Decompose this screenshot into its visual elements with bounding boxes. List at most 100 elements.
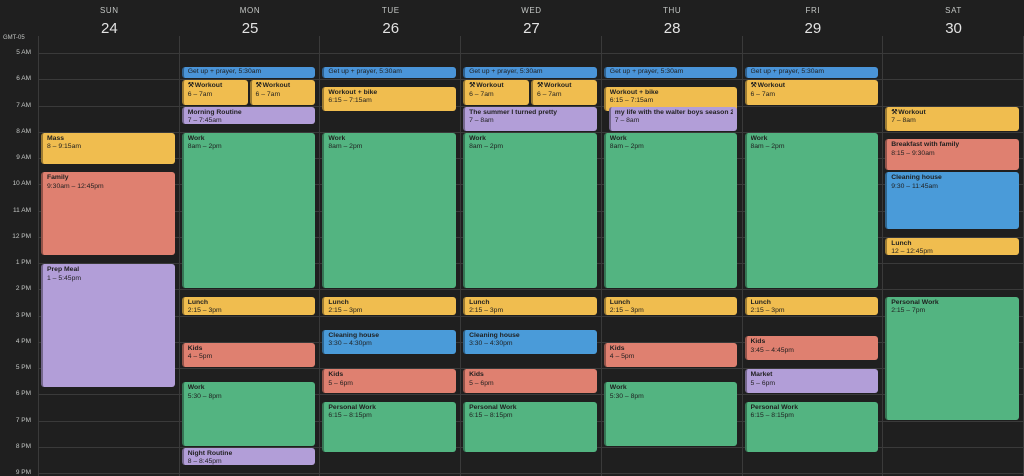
event-time: 8am – 2pm <box>469 143 504 151</box>
event-market[interactable]: Market 5 – 6pm <box>744 369 879 394</box>
hour-gridline <box>38 131 1024 133</box>
day-date[interactable]: 29 <box>804 20 822 37</box>
hour-label: 4 PM <box>15 337 31 345</box>
day-header-sun[interactable]: SUN 24 <box>39 0 180 44</box>
event-kids[interactable]: Kids 5 – 6pm <box>322 369 457 394</box>
event-title-text: Workout <box>194 82 223 90</box>
day-date[interactable]: 24 <box>101 20 118 37</box>
day-name: WED <box>521 6 542 15</box>
event-title: Kids <box>328 371 452 380</box>
event-the-summer-i-turned-pretty[interactable]: The summer I turned pretty 7 – 8am <box>463 106 597 131</box>
event-title: Market <box>751 371 875 380</box>
event-time: 6:15 – 8:15pm <box>328 412 372 420</box>
day-name: TUE <box>381 6 400 15</box>
event-work[interactable]: Work 5:30 – 8pm <box>603 382 738 446</box>
event-work[interactable]: Work 8am – 2pm <box>603 132 738 289</box>
event-title: Lunch <box>891 240 1015 249</box>
event-work[interactable]: Work 8am – 2pm <box>322 132 457 289</box>
event-personal-work[interactable]: Personal Work 6:15 – 8:15pm <box>463 401 597 453</box>
event-time: 8am – 2pm <box>187 143 222 151</box>
event-get-up-prayer[interactable]: Get up + prayer, 5:30am <box>603 67 738 79</box>
event-cleaning-house[interactable]: Cleaning house 3:30 – 4:30pm <box>463 329 597 354</box>
event-get-up-prayer[interactable]: Get up + prayer, 5:30am <box>181 67 316 79</box>
event-title: Lunch <box>610 299 734 308</box>
day-header-mon[interactable]: MON 25 <box>180 0 321 44</box>
event-title-text: Personal Work <box>328 403 376 411</box>
day-column-divider <box>178 36 180 476</box>
event-title-text: The summer I turned pretty <box>469 108 558 116</box>
day-date[interactable]: 27 <box>523 20 540 37</box>
event-lunch[interactable]: Lunch 12 – 12:45pm <box>885 237 1019 256</box>
event-time: 8 – 8:45pm <box>187 458 222 466</box>
event-workout[interactable]: ⚒Workout 6 – 7am <box>249 80 316 105</box>
event-work[interactable]: Work 5:30 – 8pm <box>181 382 316 446</box>
day-header-sat[interactable]: SAT 30 <box>883 0 1024 44</box>
event-breakfast-with-family[interactable]: Breakfast with family 8:15 – 9:30am <box>885 139 1019 171</box>
day-header-tue[interactable]: TUE 26 <box>320 0 461 44</box>
event-get-up-prayer[interactable]: Get up + prayer, 5:30am <box>744 67 879 79</box>
event-personal-work[interactable]: Personal Work 6:15 – 8:15pm <box>744 401 879 453</box>
dumbbell-icon: ⚒ <box>536 82 544 90</box>
day-header-thu[interactable]: THU 28 <box>602 0 743 44</box>
event-lunch[interactable]: Lunch 2:15 – 3pm <box>744 296 879 315</box>
day-date[interactable]: 25 <box>241 20 259 37</box>
event-kids[interactable]: Kids 5 – 6pm <box>463 369 597 394</box>
event-time: 7 – 7:45am <box>187 117 222 124</box>
hour-label: 9 PM <box>15 469 31 476</box>
event-get-up-prayer[interactable]: Get up + prayer, 5:30am <box>322 67 457 79</box>
event-get-up-prayer[interactable]: Get up + prayer, 5:30am <box>463 67 597 79</box>
event-work[interactable]: Work 8am – 2pm <box>463 132 597 289</box>
event-kids[interactable]: Kids 3:45 – 4:45pm <box>744 336 879 361</box>
event-lunch[interactable]: Lunch 2:15 – 3pm <box>322 296 457 315</box>
event-lunch[interactable]: Lunch 2:15 – 3pm <box>181 296 316 315</box>
day-date[interactable]: 30 <box>945 20 962 37</box>
event-family[interactable]: Family 9:30am – 12:45pm <box>41 172 175 256</box>
event-title: Work <box>610 135 734 144</box>
event-time: 5 – 6pm <box>750 379 776 387</box>
event-kids[interactable]: Kids 4 – 5pm <box>603 342 738 367</box>
event-cleaning-house[interactable]: Cleaning house 3:30 – 4:30pm <box>322 329 457 354</box>
event-time: 4 – 5pm <box>187 353 213 361</box>
event-workout[interactable]: ⚒Workout 7 – 8am <box>885 106 1019 131</box>
event-time: 2:15 – 3pm <box>469 307 504 315</box>
event-kids[interactable]: Kids 4 – 5pm <box>181 342 316 367</box>
event-title: Get up + prayer, 5:30am <box>328 68 452 77</box>
event-workout-bike[interactable]: Workout + bike 6:15 – 7:15am <box>322 86 457 112</box>
day-date[interactable]: 28 <box>663 20 681 37</box>
event-personal-work[interactable]: Personal Work 2:15 – 7pm <box>885 296 1019 420</box>
hour-gridline <box>38 53 1024 54</box>
event-mass[interactable]: Mass 8 – 9:15am <box>41 132 175 164</box>
event-work[interactable]: Work 8am – 2pm <box>744 132 879 289</box>
event-title-text: Kids <box>187 344 203 352</box>
event-prep-meal[interactable]: Prep Meal 1 – 5:45pm <box>41 264 175 387</box>
event-night-routine[interactable]: Night Routine 8 – 8:45pm <box>181 447 316 466</box>
day-header-wed[interactable]: WED 27 <box>461 0 602 44</box>
day-column-divider <box>882 36 884 476</box>
event-morning-routine[interactable]: Morning Routine 7 – 7:45am <box>181 106 316 125</box>
event-title: Lunch <box>751 299 875 308</box>
event-title-text: Workout <box>544 82 572 90</box>
event-personal-work[interactable]: Personal Work 6:15 – 8:15pm <box>322 401 457 453</box>
event-workout[interactable]: ⚒Workout 6 – 7am <box>181 80 248 105</box>
event-time: 5:30am <box>238 68 262 76</box>
event-work[interactable]: Work 8am – 2pm <box>181 132 316 289</box>
day-column-divider <box>1022 36 1024 476</box>
event-workout[interactable]: ⚒Workout 6 – 7am <box>463 80 529 105</box>
event-lunch[interactable]: Lunch 2:15 – 3pm <box>463 296 597 315</box>
day-header-fri[interactable]: FRI 29 <box>743 0 884 44</box>
event-cleaning-house[interactable]: Cleaning house 9:30 – 11:45am <box>885 172 1019 230</box>
event-title-text: Kids <box>750 338 766 346</box>
event-workout[interactable]: ⚒Workout 6 – 7am <box>744 80 879 105</box>
event-time: 5:30am <box>519 68 543 76</box>
event-time: 2:15 – 3pm <box>187 307 222 315</box>
day-date[interactable]: 26 <box>382 20 400 37</box>
event-title-text: Workout <box>262 82 291 90</box>
hour-gridline <box>38 79 1024 81</box>
event-lunch[interactable]: Lunch 2:15 – 3pm <box>603 296 738 315</box>
event-title: Work <box>328 135 452 144</box>
event-workout[interactable]: ⚒Workout 6 – 7am <box>530 80 597 105</box>
event-workout-bike[interactable]: Workout + bike 6:15 – 7:15am <box>603 86 738 112</box>
event-title: Prep Meal <box>47 266 171 275</box>
day-name: FRI <box>805 6 821 15</box>
